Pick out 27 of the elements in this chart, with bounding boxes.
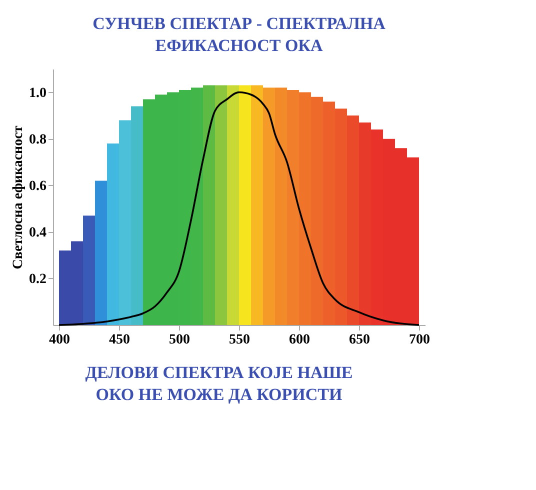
x-tick-label: 550: [229, 332, 250, 348]
y-tick-label: 0.6: [29, 178, 46, 194]
x-tick-label: 400: [49, 332, 70, 348]
bar: [95, 180, 107, 325]
line-series: [58, 91, 420, 326]
text: СУНЧЕВ СПЕКТАР - СПЕКТРАЛНА: [92, 14, 386, 33]
x-tick-label: 600: [289, 332, 310, 348]
y-axis-title: Светлосна ефикасност: [11, 126, 26, 270]
text: ДЕЛОВИ СПЕКТРА КОЈЕ НАШЕ ОКО НЕ МОЖЕ ДА КОРИСТИ: [85, 363, 353, 404]
y-tick-label: 1.0: [29, 86, 46, 101]
x-tick-label: 450: [109, 332, 130, 348]
y-tick-label: 0.8: [29, 132, 46, 148]
bar: [131, 106, 143, 325]
bar: [227, 85, 239, 325]
x-tick-label: 650: [349, 332, 370, 348]
y-tick-label: 0.4: [29, 225, 46, 240]
bar: [251, 85, 263, 325]
y-tick-label: 0.2: [29, 272, 46, 287]
bar: [263, 88, 275, 325]
bar: [83, 216, 95, 325]
bar: [203, 85, 215, 325]
bar: [215, 85, 227, 325]
x-tick-label: 500: [169, 332, 190, 348]
bar: [239, 85, 251, 325]
x-tick-label: 700: [409, 332, 430, 348]
bar: [347, 116, 359, 325]
text: ЕФИКАСНОСТ ОКА: [155, 36, 323, 55]
